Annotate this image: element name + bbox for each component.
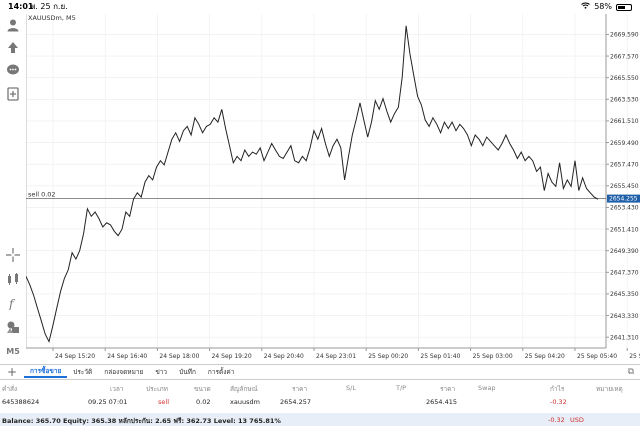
symbol-label: XAUUSDm, M5 <box>28 14 76 22</box>
add-icon[interactable]: + <box>6 365 18 379</box>
position-label: sell 0.02 <box>28 191 56 199</box>
price-tick-label: 2661.510 <box>610 118 639 125</box>
time-tick-label: 24 Sep 15:20 <box>55 353 95 360</box>
header-time[interactable]: เวลา <box>110 385 124 393</box>
price-tick-label: 2667.570 <box>610 53 639 60</box>
trade-table: คำสั่ง เวลา ประเภท ขนาด สัญลักษณ์ ราคา S… <box>0 381 640 409</box>
time-tick-label: 25 Sep 00:20 <box>368 353 408 360</box>
time-tick-label: 24 Sep 18:00 <box>159 353 199 360</box>
trade-icon[interactable] <box>4 38 22 56</box>
header-type[interactable]: ประเภท <box>146 385 168 393</box>
status-time: 14:01 <box>8 2 34 11</box>
price-tick-label: 2669.590 <box>610 32 639 39</box>
cell-profit: -0.32 <box>550 398 567 406</box>
tab-trade[interactable]: การซื้อขาย <box>24 366 68 378</box>
cell-type: sell <box>158 398 169 406</box>
account-icon[interactable] <box>4 16 22 34</box>
price-tick-label: 2663.530 <box>610 97 639 104</box>
price-tick-label: 2657.470 <box>610 161 639 168</box>
header-tp[interactable]: T/P <box>396 384 407 392</box>
time-tick-label: 25 Sep 01:40 <box>420 353 460 360</box>
tab-news[interactable]: ข่าว <box>155 368 168 376</box>
battery-icon <box>616 3 632 11</box>
balance-summary: Balance: 365.70 Equity: 365.38 หลักประกั… <box>2 417 281 425</box>
cell-symbol: xauusdm <box>230 398 260 406</box>
cell-price-current: 2654.415 <box>426 398 458 406</box>
header-order[interactable]: คำสั่ง <box>2 385 18 393</box>
current-price-tag: 2654.255 <box>607 194 640 203</box>
bottom-tab-bar: + การซื้อขาย ประวัติ กล่องจดหมาย ข่าว บั… <box>0 364 640 380</box>
svg-text:f: f <box>8 297 16 310</box>
objects-icon[interactable] <box>4 318 22 336</box>
time-tick-label: 25 Sep 03:00 <box>473 353 513 360</box>
status-date: พ. 25 ก.ย. <box>30 2 68 11</box>
price-tick-label: 2643.330 <box>610 313 639 320</box>
header-sl[interactable]: S/L <box>346 384 356 392</box>
tab-mailbox[interactable]: กล่องจดหมาย <box>104 368 144 376</box>
table-header: คำสั่ง เวลา ประเภท ขนาด สัญลักษณ์ ราคา S… <box>0 381 640 395</box>
cell-order: 645388624 <box>2 398 40 406</box>
timeframe-icon[interactable]: M5 <box>4 342 22 360</box>
price-line <box>25 25 599 344</box>
header-price-open[interactable]: ราคา <box>292 385 308 393</box>
price-tick-label: 2653.430 <box>610 205 639 212</box>
table-row[interactable]: 645388624 09.25 07:01 sell 0.02 xauusdm … <box>0 395 640 409</box>
price-tick-label: 2665.550 <box>610 75 639 82</box>
time-tick-label: 24 Sep 20:40 <box>264 353 304 360</box>
balance-profit: -0.32 <box>548 416 565 424</box>
tab-history[interactable]: ประวัติ <box>73 368 93 376</box>
time-tick-label: 24 Sep 19:20 <box>212 353 252 360</box>
time-axis: 24 Sep 15:20 24 Sep 16:40 24 Sep 18:00 24 S… <box>52 348 640 360</box>
cell-time: 09.25 07:01 <box>88 398 128 406</box>
price-tick-label: 2647.370 <box>610 270 639 277</box>
panel-layout-icon[interactable]: ⧉ <box>627 367 634 377</box>
status-bar: 14:01 พ. 25 ก.ย. 58% <box>0 0 640 14</box>
battery-fill <box>618 5 625 9</box>
chat-icon[interactable] <box>4 61 22 79</box>
header-swap[interactable]: Swap <box>478 384 496 392</box>
tab-settings[interactable]: การตั้งค่า <box>207 368 235 376</box>
price-axis: 2669.590 2667.570 2665.550 2663.530 2661.510… <box>606 32 639 341</box>
header-size[interactable]: ขนาด <box>194 385 211 393</box>
indicators-icon[interactable] <box>4 270 22 288</box>
wifi-icon <box>581 0 591 14</box>
grid <box>26 14 628 348</box>
tab-journal[interactable]: บันทึก <box>179 368 196 376</box>
time-tick-label: 25 Sep 05:40 <box>577 353 617 360</box>
status-right: 58% <box>581 0 632 14</box>
price-tick-label: 2651.410 <box>610 226 639 233</box>
current-price-box <box>607 194 640 203</box>
price-chart-svg[interactable]: 2669.590 2667.570 2665.550 2663.530 2661.510… <box>25 14 640 360</box>
battery-percent: 58% <box>594 2 612 11</box>
cell-price-open: 2654.257 <box>280 398 312 406</box>
header-price-current[interactable]: ราคา <box>440 385 456 393</box>
header-symbol[interactable]: สัญลักษณ์ <box>230 385 258 393</box>
header-profit[interactable]: กำไร <box>550 385 565 393</box>
current-price-label: 2654.255 <box>609 196 638 203</box>
price-tick-label: 2659.490 <box>610 140 639 147</box>
new-chart-icon[interactable] <box>4 85 22 103</box>
balance-bar: Balance: 365.70 Equity: 365.38 หลักประกั… <box>0 413 640 426</box>
cell-size: 0.02 <box>196 398 211 406</box>
function-icon[interactable]: f <box>4 294 22 312</box>
time-tick-label: 24 Sep 16:40 <box>107 353 147 360</box>
time-tick-label: 25 Sep 07:00 <box>629 353 640 360</box>
time-tick-label: 24 Sep 23:01 <box>316 353 356 360</box>
time-tick-label: 25 Sep 04:20 <box>525 353 565 360</box>
left-toolbar: f M5 <box>0 14 26 360</box>
price-chart[interactable]: 2669.590 2667.570 2665.550 2663.530 2661.510… <box>25 14 640 360</box>
price-tick-label: 2641.310 <box>610 334 639 341</box>
header-comment[interactable]: หมายเหตุ <box>596 385 623 393</box>
crosshair-icon[interactable] <box>4 246 22 264</box>
price-tick-label: 2655.450 <box>610 183 639 190</box>
balance-currency: USD <box>570 416 584 424</box>
price-tick-label: 2649.390 <box>610 248 639 255</box>
price-tick-label: 2645.350 <box>610 291 639 298</box>
timeframe-label: M5 <box>6 346 20 356</box>
